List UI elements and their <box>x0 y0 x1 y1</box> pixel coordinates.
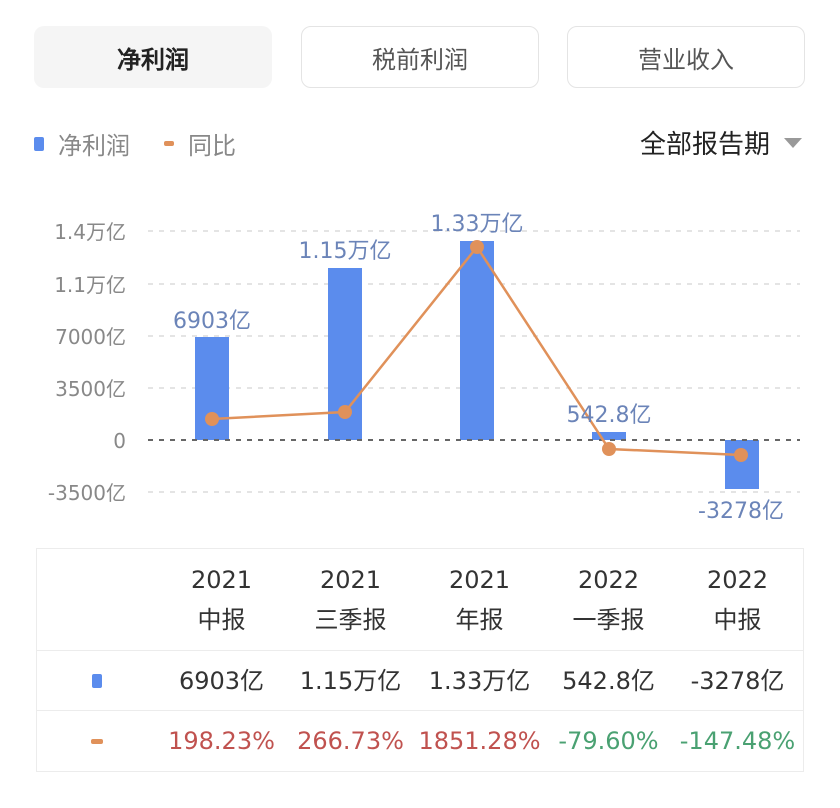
y-tick: -3500亿 <box>48 481 126 505</box>
bar-2022-h1 <box>725 440 759 489</box>
bars <box>195 241 759 489</box>
y-tick: 7000亿 <box>55 325 126 349</box>
bar-series-icon <box>92 673 102 688</box>
period-selector-label: 全部报告期 <box>639 130 770 160</box>
net-profit-chart: 1.4万亿 1.1万亿 7000亿 3500亿 0 -3500亿 6903亿 1… <box>48 212 800 524</box>
data-label: -3278亿 <box>698 499 784 524</box>
tab-pretax-profit[interactable]: 税前利润 <box>301 26 539 88</box>
line-legend-icon <box>164 141 174 146</box>
table-cell: 542.8亿 <box>562 666 655 695</box>
data-table: 2021 中报 2021 三季报 2021 年报 2022 一季报 2022 中报 690… <box>36 548 804 772</box>
bar-legend-icon <box>34 136 44 151</box>
column-header: 2022 中报 <box>706 565 769 634</box>
data-label: 1.15万亿 <box>299 239 392 264</box>
legend-net-profit[interactable]: 净利润 <box>58 132 130 160</box>
yoy-points <box>205 240 748 462</box>
y-tick: 0 <box>113 429 126 453</box>
bar-data-labels: 6903亿 1.15万亿 1.33万亿 542.8亿 -3278亿 <box>173 212 784 524</box>
bar-2021-annual <box>460 241 494 440</box>
y-tick: 1.1万亿 <box>54 273 126 297</box>
column-header: 2022 一季报 <box>572 565 645 634</box>
y-tick: 3500亿 <box>55 377 126 401</box>
chart-legend: 净利润 同比 <box>34 126 236 161</box>
table-row-yoy: 198.23% 266.73% 1851.28% -79.60% -147.48… <box>37 711 803 771</box>
tab-net-profit[interactable]: 净利润 <box>34 26 272 88</box>
bar-2022-q1 <box>592 432 626 440</box>
y-axis-ticks: 1.4万亿 1.1万亿 7000亿 3500亿 0 -3500亿 <box>48 220 126 505</box>
grid-lines <box>148 230 800 493</box>
table-cell: 1.33万亿 <box>428 666 531 695</box>
column-header: 2021 三季报 <box>314 565 387 634</box>
table-row-net-profit: 6903亿 1.15万亿 1.33万亿 542.8亿 -3278亿 <box>37 651 803 711</box>
table-cell: 1851.28% <box>418 727 541 755</box>
table-header-row: 2021 中报 2021 三季报 2021 年报 2022 一季报 2022 中报 <box>37 549 803 651</box>
column-header: 2021 年报 <box>448 565 511 634</box>
table-cell: -147.48% <box>679 727 796 755</box>
table-cell: 1.15万亿 <box>299 666 402 695</box>
table-cell: 198.23% <box>168 727 275 755</box>
data-label: 1.33万亿 <box>431 212 524 237</box>
data-label: 542.8亿 <box>567 403 652 428</box>
table-cell: -3278亿 <box>690 666 785 695</box>
table-cell: -79.60% <box>558 727 659 755</box>
caret-down-icon <box>784 137 802 148</box>
table-cell: 266.73% <box>297 727 404 755</box>
tab-revenue[interactable]: 营业收入 <box>567 26 805 88</box>
column-header: 2021 中报 <box>190 565 253 634</box>
period-selector[interactable]: 全部报告期 <box>640 124 802 161</box>
y-tick: 1.4万亿 <box>54 220 126 244</box>
data-label: 6903亿 <box>173 309 251 334</box>
table-cell: 6903亿 <box>178 666 265 695</box>
legend-yoy[interactable]: 同比 <box>188 132 236 160</box>
line-series-icon <box>91 738 103 744</box>
